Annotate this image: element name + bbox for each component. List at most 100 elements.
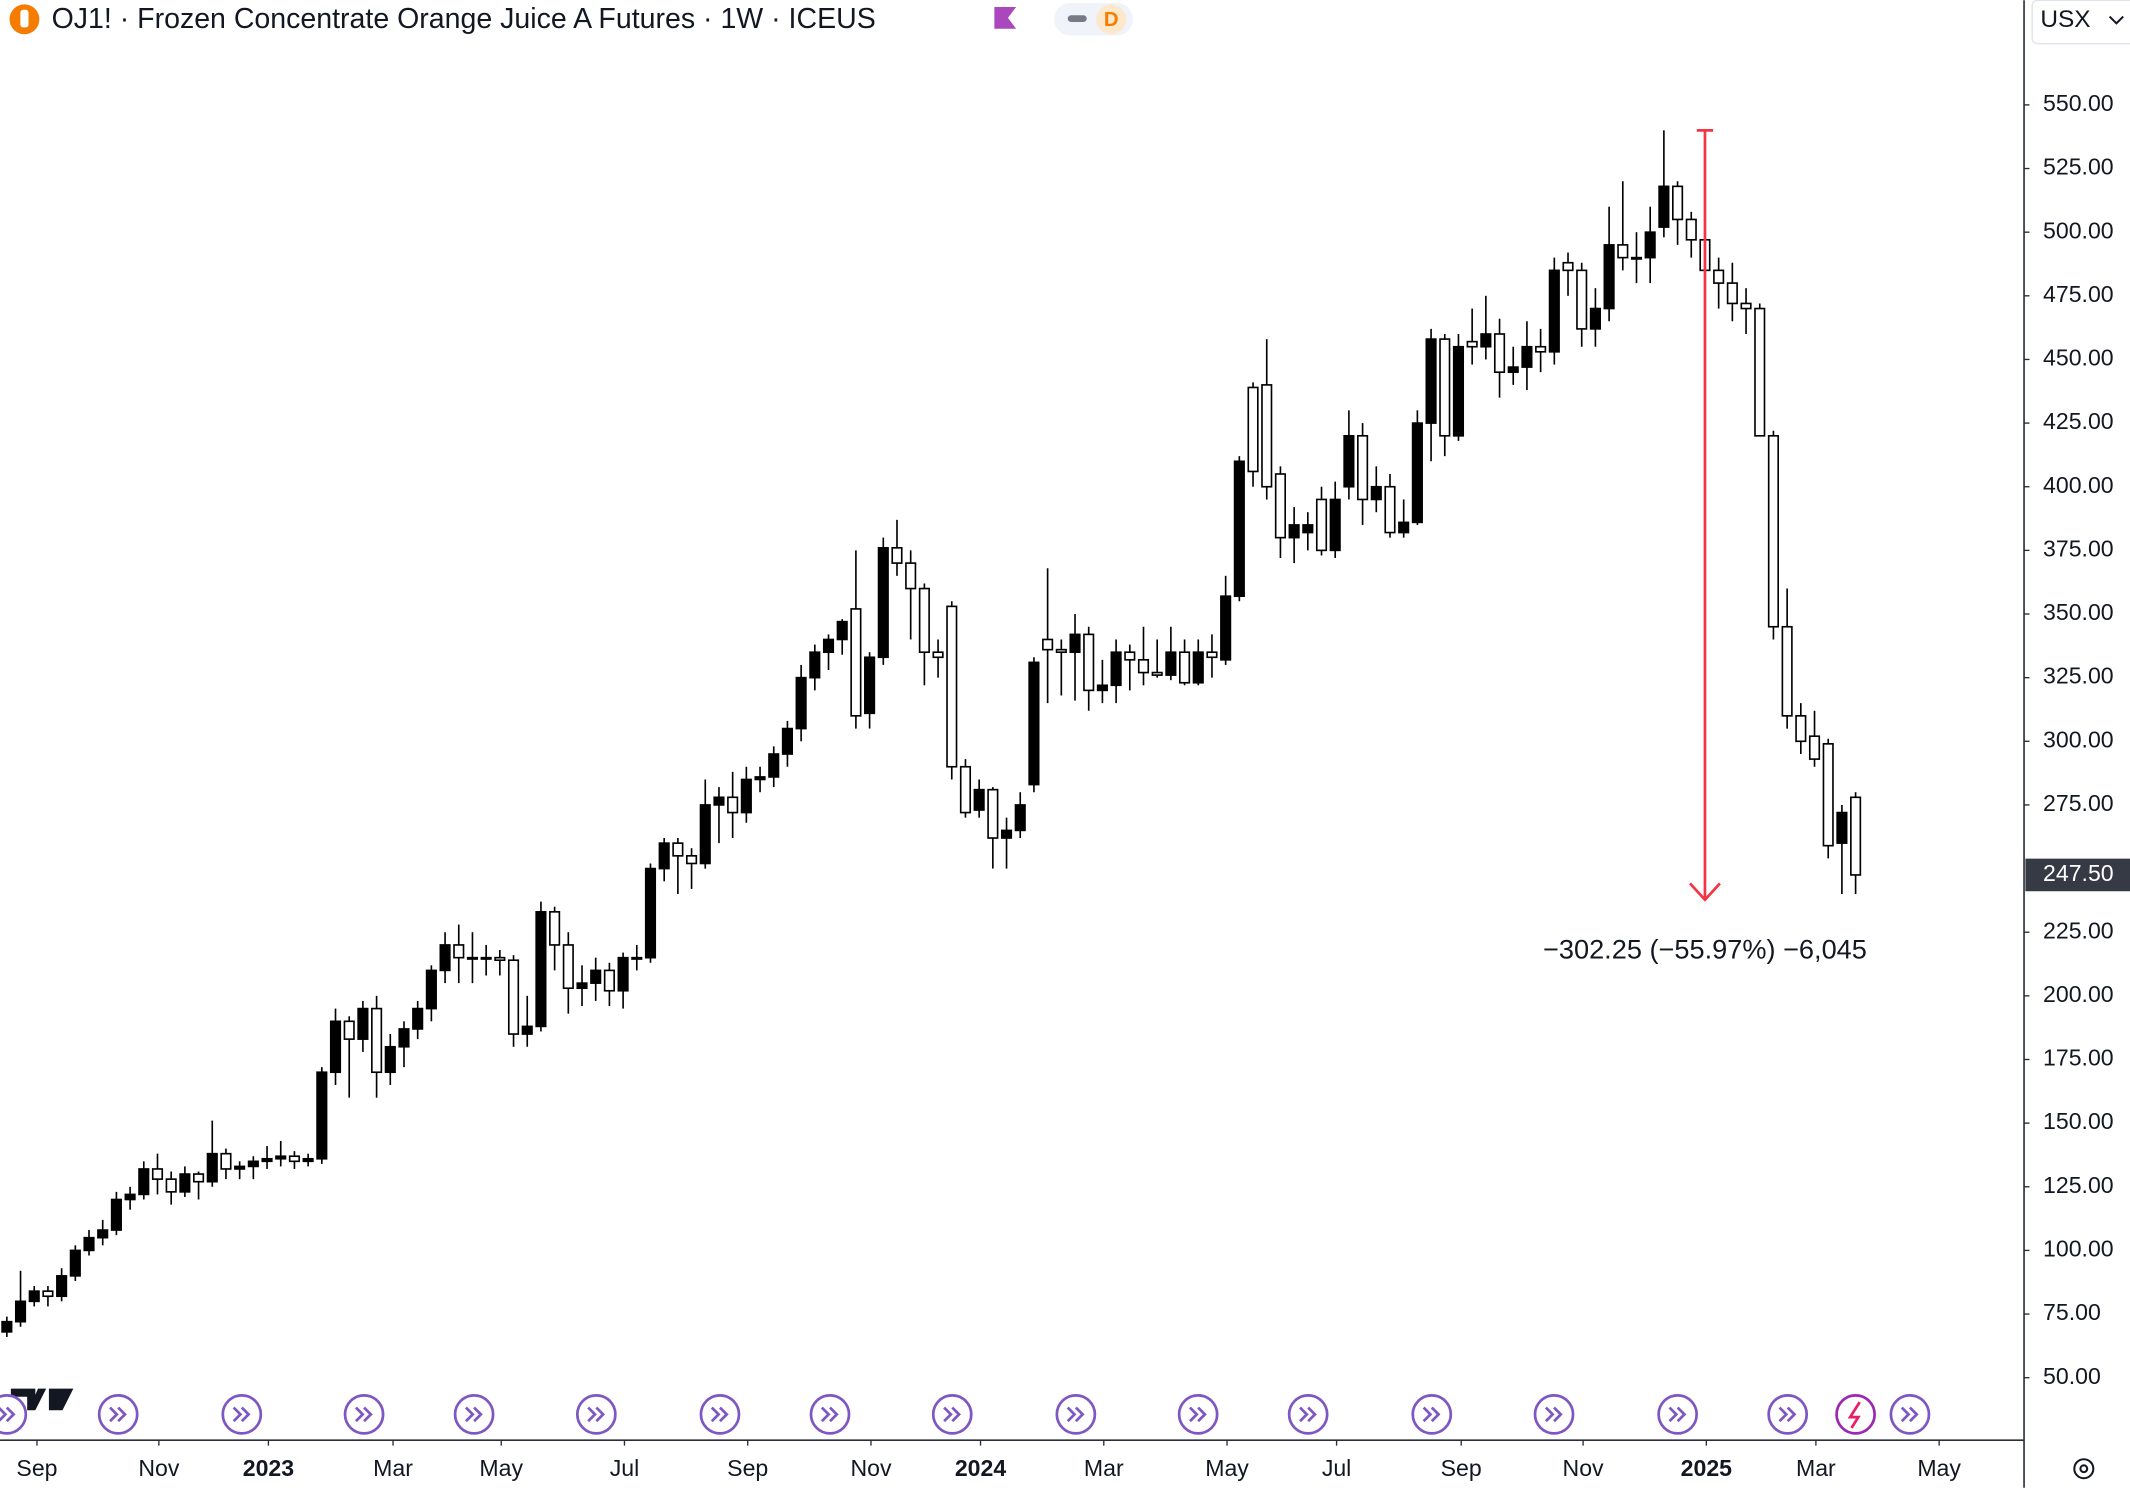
event-icon-glyph bbox=[1778, 1406, 1797, 1423]
y-tick-label: 475.00 bbox=[2043, 281, 2114, 307]
candle-body bbox=[480, 956, 492, 960]
x-tick-label: 2025 bbox=[1681, 1455, 1733, 1481]
delay-badge bbox=[1096, 4, 1127, 35]
flag-icon[interactable] bbox=[994, 7, 1017, 29]
candle-body bbox=[1808, 735, 1821, 760]
candle-body bbox=[727, 796, 739, 814]
candle-body bbox=[165, 1178, 177, 1193]
candle-body bbox=[576, 982, 588, 990]
candle-body bbox=[28, 1290, 40, 1303]
y-tick-label: 150.00 bbox=[2043, 1108, 2114, 1134]
candle-body bbox=[1288, 524, 1300, 539]
candle-body bbox=[1302, 524, 1314, 534]
measure-arrowhead bbox=[1689, 882, 1721, 902]
candle-body bbox=[1630, 256, 1643, 260]
candle-body bbox=[1480, 333, 1492, 348]
y-tick-label: 325.00 bbox=[2043, 663, 2114, 689]
y-tick-label: 450.00 bbox=[2043, 345, 2114, 371]
status-dash bbox=[1067, 15, 1087, 23]
candle-body bbox=[932, 651, 944, 659]
candle-body bbox=[686, 855, 698, 865]
candle-body bbox=[1110, 651, 1122, 687]
event-icon-glyph bbox=[1900, 1406, 1919, 1423]
tv-logo[interactable] bbox=[10, 1388, 74, 1411]
candle-body bbox=[425, 969, 437, 1010]
candle-body bbox=[288, 1155, 301, 1163]
dividend-icon-glyph bbox=[1847, 1401, 1861, 1429]
measure-label: −302.25 (−55.97%) −6,045 bbox=[1543, 934, 1867, 965]
settings-icon[interactable] bbox=[2073, 1458, 2095, 1480]
x-tick-label: Nov bbox=[1563, 1455, 1605, 1481]
candle-body bbox=[220, 1152, 232, 1170]
candle-body bbox=[179, 1173, 191, 1193]
candle-body bbox=[1000, 829, 1013, 839]
event-icon-glyph bbox=[943, 1406, 961, 1423]
y-tick-label: 350.00 bbox=[2043, 599, 2114, 625]
event-icon-glyph bbox=[464, 1406, 483, 1423]
last-price-box bbox=[2025, 858, 2130, 892]
candle-body bbox=[836, 620, 848, 641]
y-tick-label: 400.00 bbox=[2043, 472, 2114, 498]
candle-body bbox=[1055, 648, 1067, 654]
candle-body bbox=[1617, 244, 1629, 259]
x-tick-label: Sep bbox=[1441, 1455, 1482, 1481]
currency-button[interactable] bbox=[2031, 0, 2130, 45]
candle-body bbox=[507, 959, 520, 1035]
candle-body bbox=[1548, 269, 1560, 353]
candle-body bbox=[1576, 269, 1588, 330]
x-tick-label: 2023 bbox=[243, 1455, 294, 1481]
dividend-icon[interactable] bbox=[1835, 1394, 1876, 1435]
candle-body bbox=[110, 1198, 122, 1231]
x-tick-label: Sep bbox=[16, 1455, 57, 1481]
candle-body bbox=[14, 1300, 27, 1323]
candle-body bbox=[1521, 345, 1533, 368]
candle-body bbox=[549, 911, 561, 946]
candle-body bbox=[864, 656, 876, 715]
candle-body bbox=[1754, 307, 1766, 437]
event-icon-glyph bbox=[820, 1406, 839, 1423]
y-tick-label: 50.00 bbox=[2043, 1363, 2101, 1389]
candle-body bbox=[1850, 796, 1862, 876]
candle-body bbox=[918, 587, 930, 654]
x-tick-label: Mar bbox=[373, 1455, 413, 1481]
candle-body bbox=[1165, 651, 1177, 676]
candle-body bbox=[1781, 625, 1793, 717]
candle-body bbox=[1069, 633, 1081, 654]
y-tick-label: 225.00 bbox=[2043, 917, 2114, 943]
candle-body bbox=[658, 842, 670, 870]
candle-body bbox=[631, 956, 643, 960]
y-tick-label: 525.00 bbox=[2043, 154, 2114, 180]
x-tick-label: Jul bbox=[610, 1455, 640, 1481]
candle-body bbox=[1137, 659, 1150, 674]
candle-body bbox=[877, 547, 889, 659]
candle-body bbox=[1096, 684, 1108, 692]
y-tick-label: 500.00 bbox=[2043, 217, 2114, 243]
candle-body bbox=[151, 1168, 164, 1180]
x-tick-label: Nov bbox=[138, 1455, 180, 1481]
event-icon-glyph bbox=[1544, 1406, 1563, 1423]
x-tick-label: May bbox=[479, 1455, 523, 1481]
candle-body bbox=[234, 1165, 246, 1170]
candle-body bbox=[42, 1290, 54, 1298]
candle-body bbox=[617, 956, 629, 992]
y-tick-label: 175.00 bbox=[2043, 1045, 2114, 1071]
event-icon-glyph bbox=[1189, 1406, 1207, 1423]
candle-body bbox=[1836, 811, 1848, 844]
candle-body bbox=[562, 944, 574, 990]
candle-body bbox=[371, 1007, 383, 1074]
candle-body bbox=[261, 1157, 273, 1163]
candle-body bbox=[644, 867, 657, 959]
candle-body bbox=[535, 911, 547, 1028]
candle-body bbox=[1726, 282, 1738, 305]
candle-body bbox=[1507, 366, 1519, 373]
x-tick-label: 2024 bbox=[955, 1455, 1007, 1481]
x-tick-label: Mar bbox=[1084, 1455, 1124, 1481]
candle-body bbox=[1343, 435, 1355, 488]
candle-body bbox=[1822, 743, 1834, 847]
candle-body bbox=[1589, 307, 1601, 330]
candle-body bbox=[466, 956, 479, 960]
candle-body bbox=[1658, 185, 1670, 228]
candle-body bbox=[138, 1168, 150, 1196]
candle-body bbox=[384, 1045, 396, 1074]
x-tick-label: May bbox=[1917, 1455, 1961, 1481]
